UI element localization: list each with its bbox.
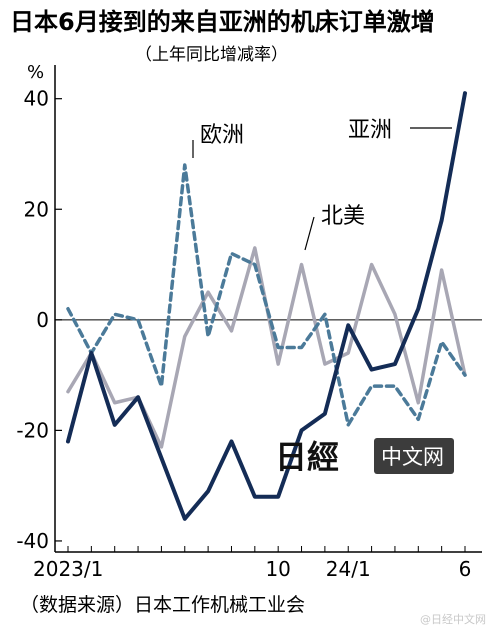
footer-watermark: @日经中文网: [420, 612, 486, 626]
series-line-north-america: [66, 246, 467, 449]
y-tick-label: -40: [16, 529, 49, 553]
x-tick-label: 24/1: [326, 557, 371, 581]
x-tick-label: 2023/1: [33, 557, 103, 581]
series-line-europe: [66, 163, 467, 427]
source-note: （数据来源）日本工作机械工业会: [20, 594, 305, 616]
annotation-label-north-america: 北美: [321, 204, 365, 229]
y-unit-label: %: [27, 62, 44, 83]
annotation-label-asia: 亚洲: [348, 118, 392, 143]
series-line-asia: [66, 91, 467, 521]
y-tick-label: 0: [36, 308, 49, 332]
watermark: 日經 中文网: [275, 438, 454, 476]
chart-title: 日本6月接到的来自亚洲的机床订单激增: [10, 8, 435, 36]
y-tick-label: 20: [24, 197, 49, 221]
annotation-leader-north-america: [304, 216, 315, 251]
y-tick-label: 40: [24, 87, 49, 111]
x-tick-label: 10: [265, 557, 290, 581]
watermark-box: [374, 438, 454, 474]
x-tick-label: 6: [459, 557, 472, 581]
watermark-box-text: 中文网: [381, 445, 444, 469]
y-tick-label: -20: [16, 418, 49, 442]
annotation-label-europe: 欧洲: [200, 123, 244, 148]
watermark-logo: 日經: [275, 438, 339, 476]
chart-subtitle: （上年同比增减率）: [135, 45, 288, 65]
